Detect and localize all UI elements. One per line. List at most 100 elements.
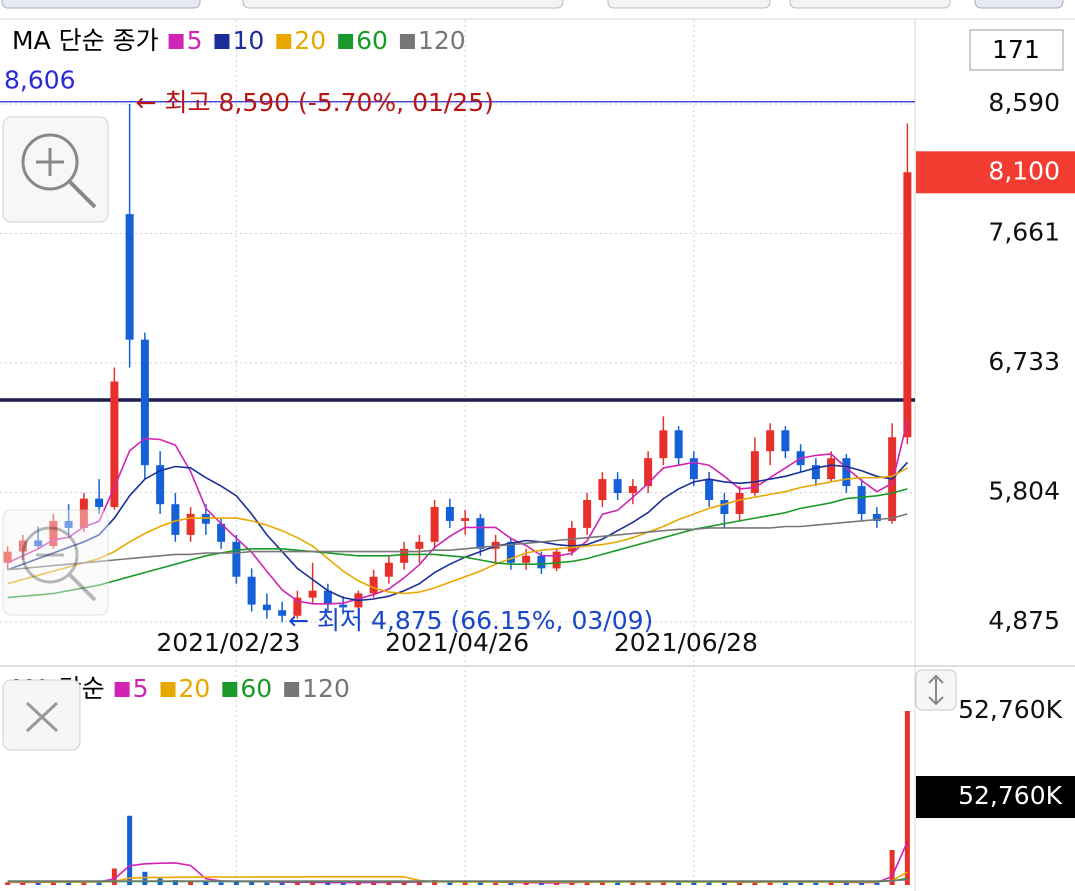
volume-bar	[843, 882, 849, 885]
x-tick-label: 2021/06/28	[614, 628, 758, 657]
legend-label: 120	[302, 674, 350, 703]
volume-bar	[371, 882, 377, 885]
candle-body	[293, 597, 302, 616]
volume-bar	[462, 882, 468, 885]
ma-line	[7, 513, 908, 571]
candle-body	[903, 172, 912, 438]
marks-layer	[0, 101, 1075, 885]
volume-bar	[523, 882, 529, 885]
legend-label: 60	[240, 674, 272, 703]
legend-swatch	[160, 682, 176, 697]
volume-bar	[599, 881, 605, 885]
volume-bar	[218, 882, 224, 885]
toolbar-button[interactable]	[789, 0, 951, 9]
legend-label: 5	[187, 26, 203, 55]
volume-bar	[96, 881, 102, 885]
volume-bar	[401, 881, 407, 885]
candle-body	[506, 541, 515, 563]
candle-body	[49, 520, 58, 547]
candle-body	[3, 551, 12, 563]
volume-bar	[737, 882, 743, 885]
volume-bar	[233, 881, 239, 885]
volume-bar	[386, 881, 392, 885]
annotation: ← 최고 8,590 (-5.70%, 01/25)	[136, 88, 494, 117]
toolbar-button[interactable]	[974, 0, 1064, 9]
volume-bar	[828, 882, 834, 885]
volume-bar	[691, 882, 697, 885]
volume-bar	[203, 882, 209, 885]
y-tick-label: 4,875	[988, 606, 1060, 635]
volume-bar	[904, 711, 910, 885]
candle-body	[842, 458, 851, 487]
volume-bar	[538, 883, 544, 885]
candle-body	[766, 430, 775, 452]
candle-body	[79, 498, 88, 528]
grid-layer	[0, 20, 915, 885]
candle-body	[445, 506, 454, 521]
volume-bar	[66, 882, 72, 885]
count-label: 171	[992, 35, 1040, 64]
volume-bar	[493, 882, 499, 885]
candle-body	[415, 541, 424, 549]
volume-bar	[325, 882, 331, 885]
candle-body	[400, 548, 409, 563]
volume-bar	[5, 882, 11, 885]
text-layer: 8,590 7,661 6,733 5,804 4,875 2021/02/23 2021/…	[4, 26, 1063, 810]
x-tick-label: 2021/04/26	[385, 628, 529, 657]
toolbar-button[interactable]	[1, 0, 201, 9]
volume-bar	[554, 882, 560, 885]
candle-body	[217, 523, 226, 542]
ma-line	[7, 461, 908, 602]
volume-bar	[279, 883, 285, 885]
volume-bar	[615, 882, 621, 885]
close-button[interactable]	[2, 679, 81, 751]
volume-bar	[264, 882, 270, 885]
volume-bar	[294, 882, 300, 885]
candle-body	[705, 479, 714, 501]
candle-body	[659, 430, 668, 459]
volume-bar	[813, 882, 819, 885]
candle-body	[140, 339, 149, 466]
volume-bar	[889, 850, 895, 885]
zoom-in-button[interactable]	[2, 116, 109, 223]
legend-label: 5	[133, 674, 149, 703]
legend-label: 120	[418, 26, 466, 55]
volume-bar	[676, 881, 682, 885]
candle-body	[262, 604, 271, 611]
reference-label: 8,606	[4, 66, 76, 95]
candle-body	[674, 430, 683, 459]
volume-bar	[127, 815, 133, 885]
candle-body	[583, 500, 592, 528]
volume-bar	[35, 882, 41, 885]
volume-bar	[340, 883, 346, 885]
legend-swatch	[338, 34, 354, 49]
candle-body	[720, 500, 729, 514]
resize-button[interactable]	[915, 669, 957, 711]
candle-body	[430, 506, 439, 542]
volume-bar	[111, 868, 117, 885]
toolbar-button[interactable]	[242, 0, 564, 9]
volume-bar	[81, 881, 87, 885]
candle-body	[64, 520, 73, 528]
volume-bar	[432, 880, 438, 885]
volume-bar	[630, 882, 636, 885]
candle-body	[750, 451, 759, 494]
price-tag	[916, 151, 1075, 194]
toolbar-button[interactable]	[607, 0, 771, 9]
count-box	[969, 29, 1064, 71]
candle-body	[522, 555, 531, 563]
candle-body	[156, 465, 165, 505]
candle-body	[613, 479, 622, 494]
candle-body	[34, 540, 43, 547]
candle-body	[339, 604, 348, 608]
ma-line	[7, 488, 908, 599]
volume-bar	[782, 882, 788, 885]
candle-body	[278, 610, 287, 616]
zoom-out-button[interactable]	[2, 509, 109, 616]
volume-bar	[752, 880, 758, 885]
candle-body	[644, 458, 653, 487]
volume-bar	[798, 882, 804, 885]
candle-body	[781, 430, 790, 452]
